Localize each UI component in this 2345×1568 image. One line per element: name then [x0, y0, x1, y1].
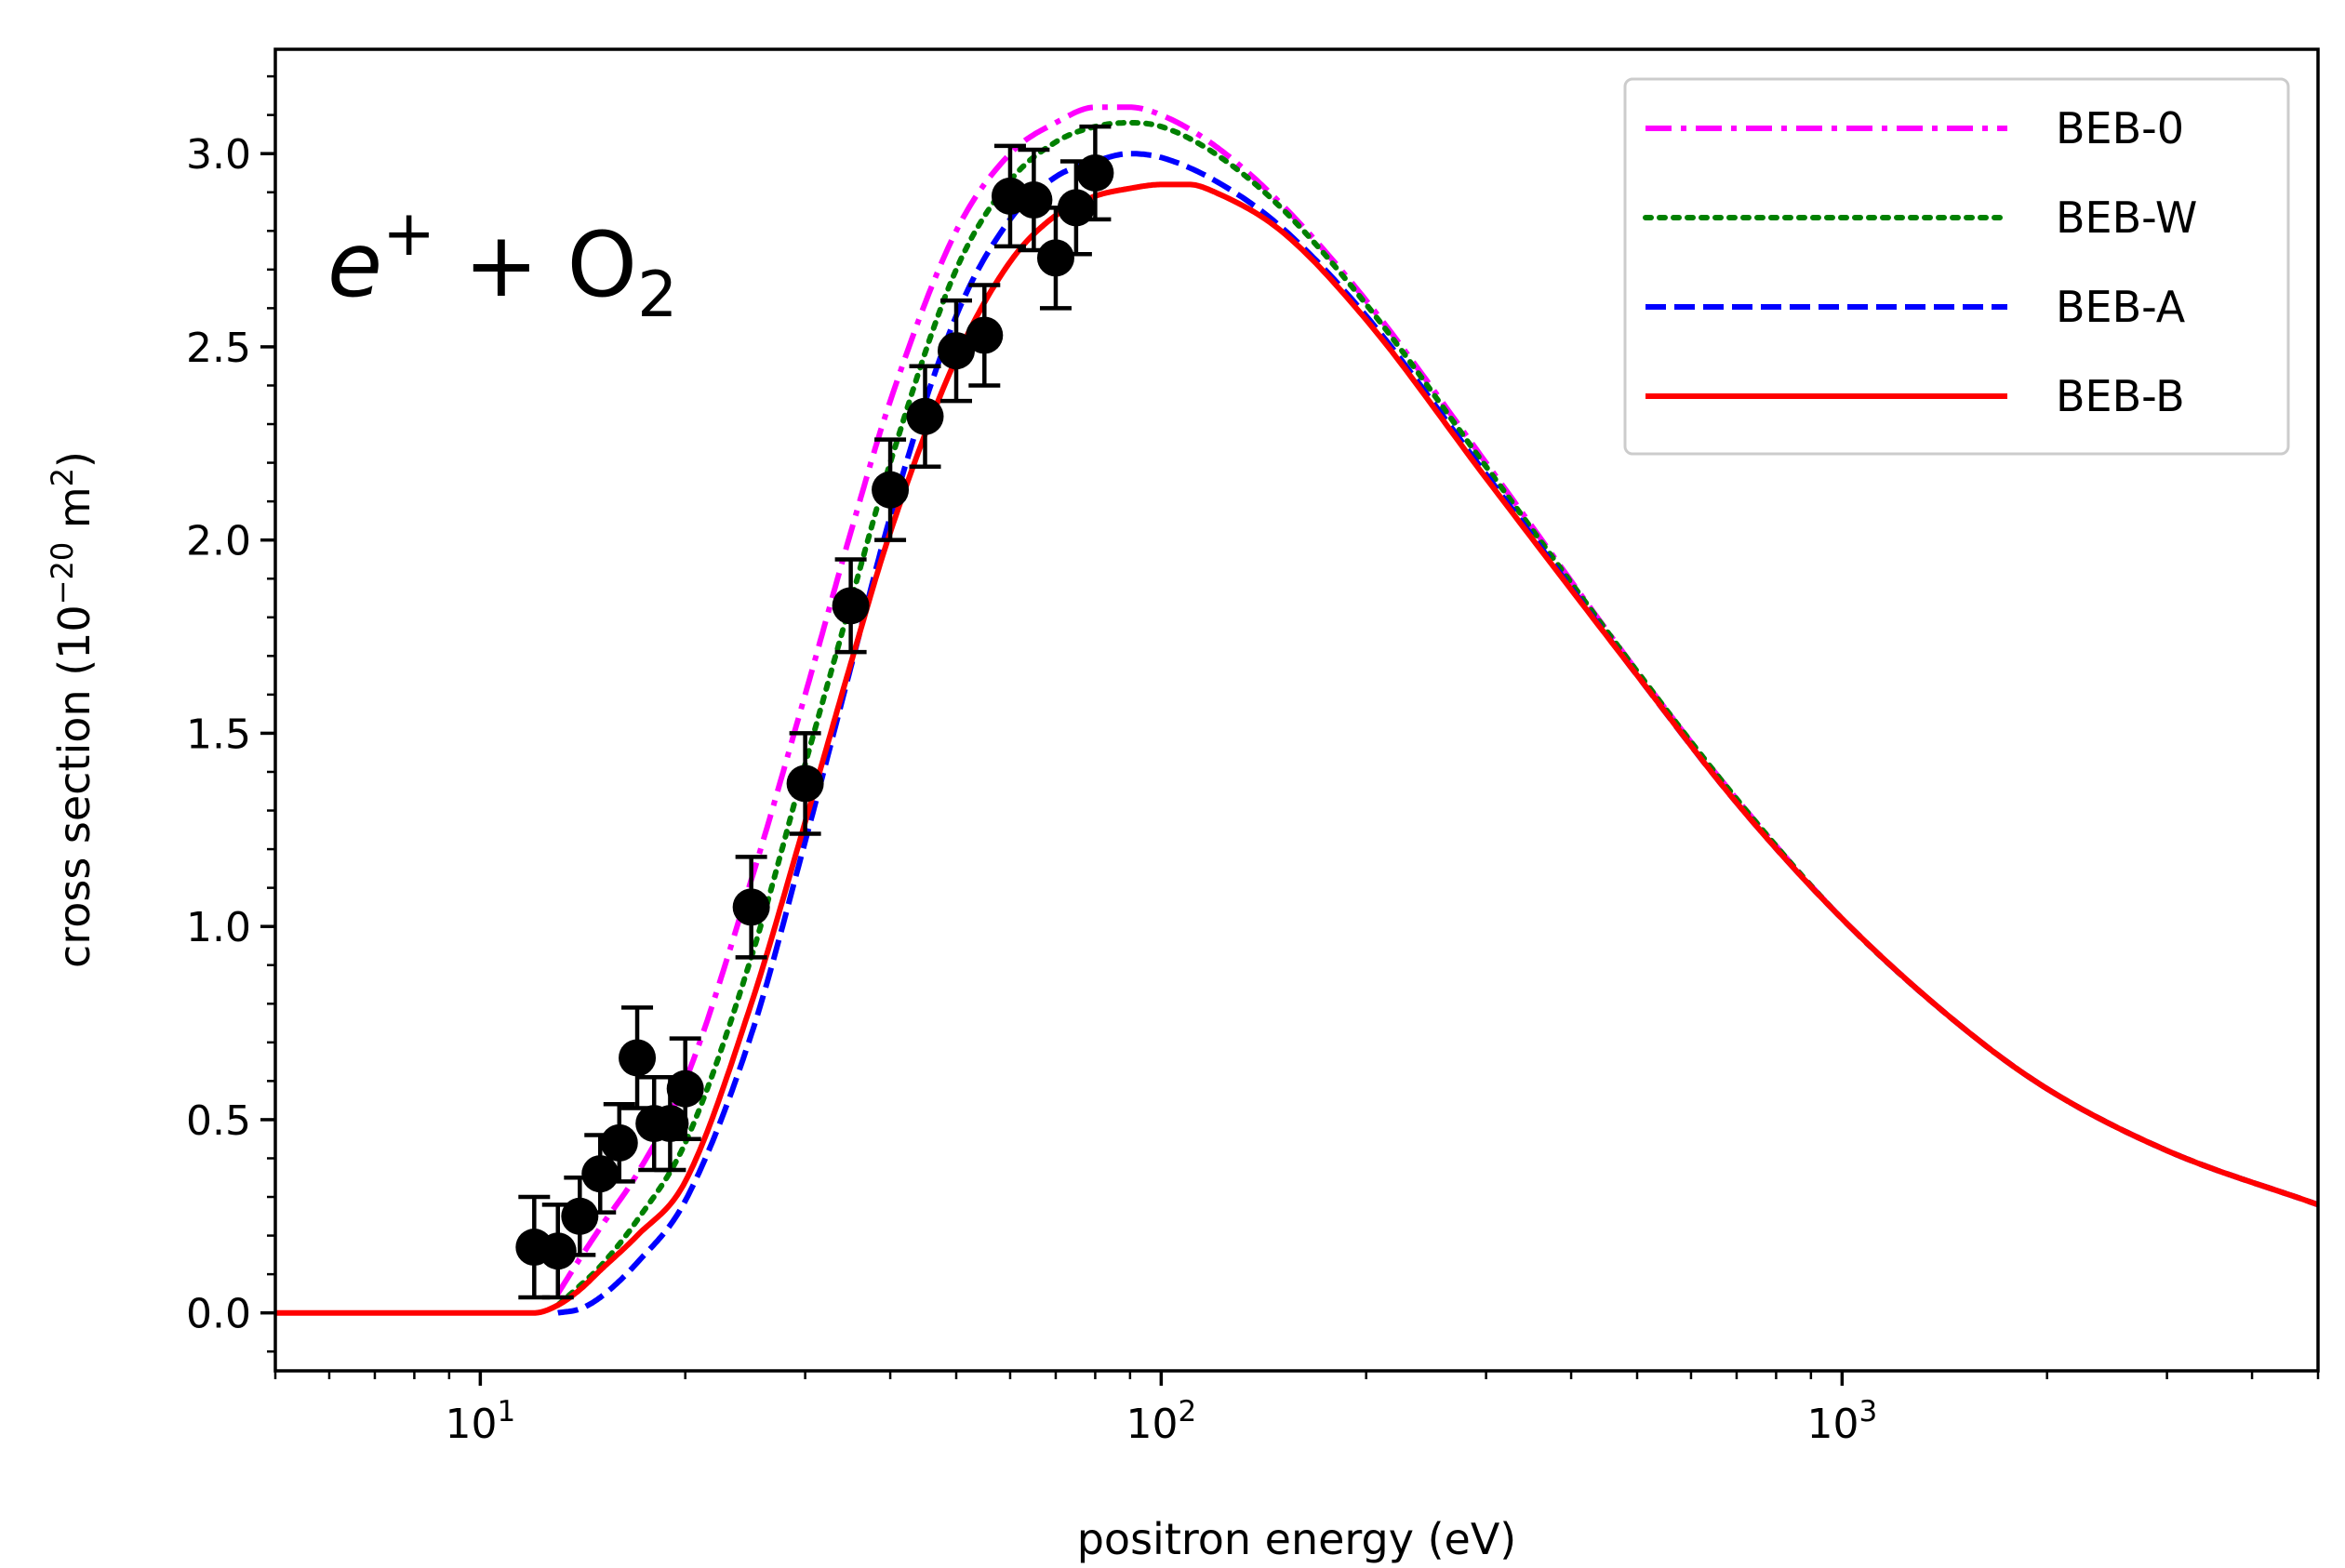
- point-marker: [1015, 181, 1053, 219]
- data-point: [539, 1203, 577, 1300]
- data-point: [666, 1036, 704, 1141]
- point-marker: [619, 1039, 657, 1077]
- series-line-beb-w: [554, 119, 2318, 1309]
- plot-frame: [273, 47, 2320, 1373]
- data-point: [1076, 124, 1114, 222]
- point-marker: [666, 1070, 704, 1108]
- y-tick-label: 2.0: [186, 518, 251, 565]
- point-marker: [938, 332, 975, 370]
- y-tick-label: 1.5: [186, 711, 251, 758]
- point-marker: [600, 1123, 638, 1162]
- annotation-label: e+ + O2: [327, 197, 677, 332]
- y-tick-label: 0.0: [186, 1291, 251, 1338]
- data-point: [786, 731, 824, 836]
- legend-items: BEB-0 BEB-W BEB-A BEB-B: [1643, 103, 2197, 421]
- point-marker: [906, 397, 944, 435]
- data-point: [619, 1005, 657, 1110]
- legend: BEB-0 BEB-W BEB-A BEB-B: [1623, 77, 2290, 456]
- y-tick-label: 0.5: [186, 1097, 251, 1145]
- data-point: [832, 557, 870, 655]
- point-marker: [732, 888, 770, 926]
- point-marker: [1036, 239, 1074, 277]
- series-line-beb-a: [557, 151, 2318, 1316]
- point-marker: [1057, 189, 1095, 227]
- legend-label-beb-w: BEB-W: [2056, 193, 2197, 243]
- data-point: [1036, 206, 1074, 311]
- point-marker: [966, 316, 1004, 354]
- x-axis-label: positron energy (eV): [1077, 1514, 1517, 1564]
- point-marker: [786, 764, 824, 803]
- point-marker: [539, 1232, 577, 1270]
- data-point: [872, 437, 910, 542]
- data-points: [515, 124, 1114, 1300]
- point-marker: [581, 1155, 620, 1193]
- y-axis-label: cross section (10−20 m2): [45, 451, 100, 968]
- data-point: [938, 298, 975, 404]
- point-marker: [561, 1197, 599, 1235]
- point-marker: [832, 587, 870, 625]
- point-marker: [872, 471, 910, 509]
- point-marker: [1076, 153, 1114, 192]
- x-tick-label: 102: [1126, 1395, 1196, 1448]
- data-point: [966, 283, 1004, 388]
- data-point: [732, 855, 770, 960]
- data-point: [906, 364, 944, 469]
- legend-label-beb-a: BEB-A: [2056, 282, 2186, 332]
- legend-label-beb-0: BEB-0: [2056, 103, 2184, 153]
- y-tick-label: 1.0: [186, 904, 251, 951]
- point-marker: [651, 1105, 689, 1143]
- data-point: [1057, 159, 1095, 257]
- legend-box: [1623, 77, 2290, 456]
- x-tick-label: 103: [1806, 1395, 1877, 1448]
- y-tick-label: 3.0: [186, 131, 251, 179]
- legend-label-beb-b: BEB-B: [2056, 371, 2185, 421]
- x-tick-label: 101: [445, 1395, 515, 1448]
- data-point: [600, 1102, 638, 1184]
- y-tick-label: 2.5: [186, 325, 251, 372]
- axis-ticks: 101 102 103 0.0 0.5 1.0 1.5 2.0 2.5 3.0: [186, 74, 2320, 1448]
